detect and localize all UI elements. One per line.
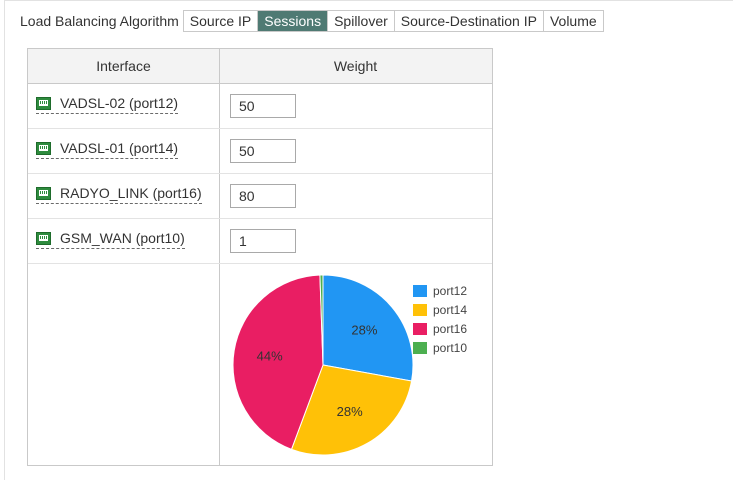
interface-name: VADSL-02 (port12) xyxy=(60,95,178,111)
interface-link[interactable]: RADYO_LINK (port16) xyxy=(36,185,202,204)
interface-name: VADSL-01 (port14) xyxy=(60,140,178,156)
legend-swatch xyxy=(413,342,427,354)
column-header-weight: Weight xyxy=(219,49,492,83)
weight-input[interactable] xyxy=(230,94,296,118)
network-port-icon xyxy=(36,142,51,155)
tab-spillover[interactable]: Spillover xyxy=(327,11,394,31)
network-port-icon xyxy=(36,187,51,200)
legend-item-port16[interactable]: port16 xyxy=(413,319,467,338)
table-row: RADYO_LINK (port16) xyxy=(28,174,492,219)
pie-data-label: 44% xyxy=(257,348,283,363)
weight-input[interactable] xyxy=(230,184,296,208)
weight-input[interactable] xyxy=(230,139,296,163)
chart-legend: port12 port14 port16 port10 xyxy=(413,281,467,357)
legend-label: port12 xyxy=(433,284,467,298)
pie-data-label: 28% xyxy=(351,322,377,337)
legend-label: port16 xyxy=(433,322,467,336)
network-port-icon xyxy=(36,97,51,110)
column-header-interface: Interface xyxy=(28,49,219,83)
interface-name: GSM_WAN (port10) xyxy=(60,230,185,246)
interface-link[interactable]: VADSL-01 (port14) xyxy=(36,140,178,159)
legend-item-port10[interactable]: port10 xyxy=(413,338,467,357)
tab-sessions[interactable]: Sessions xyxy=(257,11,327,31)
network-port-icon xyxy=(36,232,51,245)
pie-data-label: 28% xyxy=(337,404,363,419)
table-row: GSM_WAN (port10) xyxy=(28,219,492,264)
interface-link[interactable]: VADSL-02 (port12) xyxy=(36,95,178,114)
legend-swatch xyxy=(413,323,427,335)
interface-name: RADYO_LINK (port16) xyxy=(60,185,202,201)
tab-source-destination-ip[interactable]: Source-Destination IP xyxy=(394,11,543,31)
legend-label: port14 xyxy=(433,303,467,317)
tab-source-ip[interactable]: Source IP xyxy=(184,11,257,31)
interface-link[interactable]: GSM_WAN (port10) xyxy=(36,230,185,249)
legend-label: port10 xyxy=(433,341,467,355)
table-row: VADSL-02 (port12) xyxy=(28,84,492,129)
legend-item-port12[interactable]: port12 xyxy=(413,281,467,300)
table-header: Interface Weight xyxy=(28,49,492,84)
pie-chart-svg: 28% 28% 44% xyxy=(231,273,416,458)
legend-swatch xyxy=(413,304,427,316)
algorithm-tabs: Source IP Sessions Spillover Source-Dest… xyxy=(183,10,604,32)
weight-input[interactable] xyxy=(230,229,296,253)
distribution-pie-chart: 28% 28% 44% xyxy=(231,273,416,463)
algorithm-label: Load Balancing Algorithm xyxy=(20,13,181,29)
weight-table: Interface Weight VADSL-02 (port12) VADSL… xyxy=(27,48,493,466)
tab-volume[interactable]: Volume xyxy=(543,11,603,31)
legend-item-port14[interactable]: port14 xyxy=(413,300,467,319)
legend-swatch xyxy=(413,285,427,297)
table-row: VADSL-01 (port14) xyxy=(28,129,492,174)
algorithm-selector: Load Balancing Algorithm Source IP Sessi… xyxy=(20,10,604,32)
